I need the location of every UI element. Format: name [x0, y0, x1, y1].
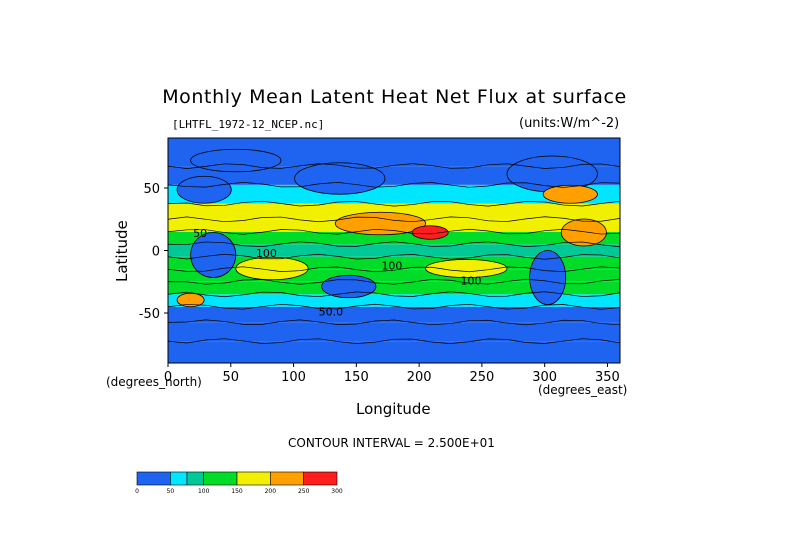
heatmap-band [168, 281, 620, 295]
contour-line [168, 303, 620, 310]
colorbar-swatch [170, 471, 188, 486]
heatmap-band [168, 294, 620, 307]
colorbar-tick-label: 300 [331, 488, 343, 495]
heatmap-patch [411, 225, 449, 240]
heatmap-band [168, 306, 620, 323]
colorbar-swatch [236, 471, 271, 486]
x-tick-label: 200 [407, 370, 432, 385]
heatmap-patch [334, 211, 427, 236]
contour-label: 100 [256, 247, 277, 260]
x-axis-label: Longitude [356, 400, 431, 418]
heatmap-patch [542, 184, 598, 204]
heatmap-band [168, 203, 620, 220]
contour-line [168, 200, 620, 207]
heatmap-band [168, 184, 620, 204]
heatmap-band [168, 166, 620, 185]
y-unit-label: (degrees_north) [106, 375, 202, 389]
y-tick-label: -50 [139, 307, 160, 322]
heatmap-patch [190, 148, 282, 173]
contour-label: 100 [381, 259, 402, 272]
x-tick-label: 350 [595, 370, 620, 385]
heatmap-band [168, 341, 620, 363]
colorbar-tick-label: 150 [231, 488, 243, 495]
contour-label: 50.0 [319, 306, 344, 319]
x-tick-label: 300 [532, 370, 557, 385]
contour-interval-label: CONTOUR INTERVAL = 2.500E+01 [288, 436, 495, 450]
heatmap-band [168, 322, 620, 342]
contour-line [168, 338, 620, 344]
heatmap-patch [529, 250, 567, 305]
x-tick-label: 50 [223, 370, 240, 385]
contour-line [168, 266, 620, 273]
heatmap-patch [294, 162, 386, 195]
contour-label: 50 [193, 227, 207, 240]
colorbar-swatch [136, 471, 171, 486]
colorbar-tick-label: 200 [265, 488, 277, 495]
heatmap-patch [425, 259, 508, 278]
contour-line [168, 216, 620, 223]
colorbar-tick-label: 100 [198, 488, 210, 495]
contour-line [168, 291, 620, 298]
heatmap-patch [176, 175, 232, 204]
y-axis-ticks: 50 0 -50 [139, 182, 168, 322]
source-file-label: [LHTFL_1972-12_NCEP.nc] [172, 118, 325, 131]
contour-label: 100 [461, 274, 482, 287]
contour-line [168, 319, 620, 326]
heatmap-patch [560, 218, 607, 247]
colorbar-swatch [303, 471, 338, 486]
contour-line [168, 163, 620, 169]
x-unit-label: (degrees_east) [538, 383, 628, 397]
heatmap-band [168, 231, 620, 245]
y-tick-label: 0 [152, 245, 160, 260]
x-tick-label: 100 [281, 370, 306, 385]
heatmap-patch [235, 256, 309, 281]
colorbar-tick-label: 250 [298, 488, 310, 495]
contour-line [168, 182, 620, 188]
heatmap-patch [321, 274, 377, 299]
contour-line [168, 241, 620, 248]
x-tick-label: 250 [469, 370, 494, 385]
colorbar: 0 50 100 150 200 250 300 [135, 471, 343, 495]
contour-line [168, 278, 620, 285]
x-tick-label: 150 [344, 370, 369, 385]
colorbar-tick-label: 0 [135, 488, 139, 495]
chart-title: Monthly Mean Latent Heat Net Flux at sur… [162, 86, 627, 108]
colorbar-swatch [203, 471, 238, 486]
y-axis-label: Latitude [113, 220, 131, 282]
contour-line [168, 228, 620, 235]
plot-area: 100 50 100 100 50.0 [168, 138, 620, 363]
x-axis-ticks: 0 50 100 150 200 250 300 350 [164, 363, 620, 385]
units-label: (units:W/m^-2) [519, 116, 620, 131]
x-tick-label: 0 [164, 370, 172, 385]
y-tick-label: 50 [143, 182, 160, 197]
colorbar-swatch [270, 471, 304, 486]
colorbar-swatch [186, 471, 204, 486]
heatmap-patch [176, 292, 205, 308]
heatmap-band [168, 244, 620, 257]
colorbar-tick-label: 50 [167, 488, 175, 495]
contour-line [168, 253, 620, 260]
